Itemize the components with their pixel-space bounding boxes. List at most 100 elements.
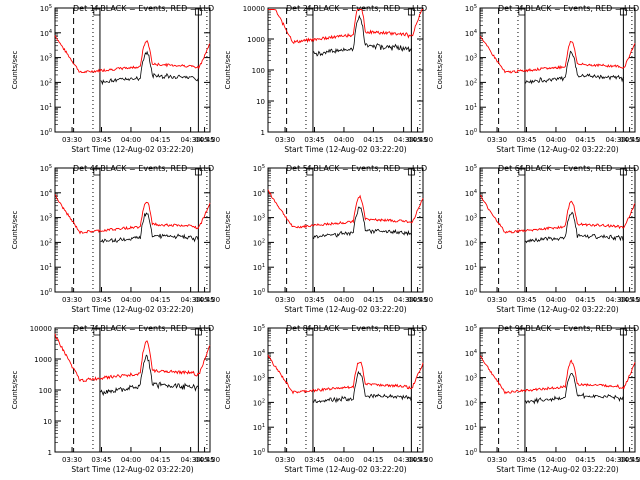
x-tick-label: 04:30 (181, 136, 201, 144)
x-tick-label: 05:00 (200, 456, 220, 464)
x-tick-label: 03:45 (516, 136, 536, 144)
x-tick-label: 04:30 (606, 456, 626, 464)
panel-title: Det 3f BLACK = Events, RED = LLD (498, 4, 639, 13)
interval-marker-box (407, 168, 415, 176)
x-tick-label: 04:00 (546, 456, 566, 464)
x-tick-label: 03:45 (516, 456, 536, 464)
x-tick-label: 04:45 (619, 456, 639, 464)
x-axis-label: Start Time (12-Aug-02 03:22:20) (284, 305, 406, 314)
y-axis-label: Counts/sec (224, 51, 232, 90)
x-tick-label: 03:45 (91, 136, 111, 144)
x-tick-label: 03:30 (487, 136, 507, 144)
panel-title: Det 9f BLACK = Events, RED = LLD (498, 324, 639, 333)
y-tick-label: 104 (465, 189, 477, 198)
y-tick-label: 1000 (34, 356, 52, 364)
x-tick-label: 04:00 (334, 136, 354, 144)
plot-frame (267, 7, 424, 133)
x-tick-label: 03:45 (304, 456, 324, 464)
x-tick-label: 04:15 (150, 296, 170, 304)
x-tick-label: 03:30 (275, 296, 295, 304)
y-tick-label: 100 (40, 288, 52, 297)
plot-frame (479, 7, 636, 133)
x-tick-label: 05:00 (625, 456, 640, 464)
series-lld (54, 35, 211, 74)
plot-frame (267, 327, 424, 453)
x-tick-label: 04:45 (194, 136, 214, 144)
panel-title: Det 5f BLACK = Events, RED = LLD (286, 164, 427, 173)
y-tick-label: 105 (40, 4, 52, 13)
x-tick-label: 04:30 (181, 456, 201, 464)
x-axis-label: Start Time (12-Aug-02 03:22:20) (496, 145, 618, 154)
x-tick-label: 03:30 (62, 296, 82, 304)
series-events (100, 50, 200, 86)
x-tick-label: 04:45 (407, 296, 427, 304)
x-axis-label: Start Time (12-Aug-02 03:22:20) (71, 305, 193, 314)
x-tick-label: 04:30 (394, 296, 414, 304)
y-axis-label: Counts/sec (436, 371, 444, 410)
plot-frame (54, 327, 211, 453)
x-tick-label: 03:30 (487, 296, 507, 304)
x-tick-label: 05:00 (200, 296, 220, 304)
x-tick-label: 04:00 (121, 456, 141, 464)
x-axis-label: Start Time (12-Aug-02 03:22:20) (71, 145, 193, 154)
x-tick-label: 04:15 (363, 296, 383, 304)
y-tick-label: 102 (465, 78, 477, 87)
y-tick-label: 103 (253, 374, 265, 383)
y-tick-label: 105 (40, 164, 52, 173)
series-events (100, 354, 200, 397)
x-tick-label: 04:30 (606, 136, 626, 144)
x-tick-label: 04:00 (121, 296, 141, 304)
y-tick-label: 100 (465, 288, 477, 297)
panel-det-6: Det 6f BLACK = Events, RED = LLD Counts/s… (436, 164, 640, 314)
x-tick-label: 04:00 (334, 456, 354, 464)
y-tick-label: 105 (253, 324, 265, 333)
panel-title: Det 8f BLACK = Events, RED = LLD (286, 324, 427, 333)
x-tick-label: 04:45 (619, 296, 639, 304)
y-tick-label: 105 (465, 4, 477, 13)
x-tick-label: 05:00 (200, 136, 220, 144)
series-lld (267, 354, 424, 395)
x-tick-label: 03:45 (91, 456, 111, 464)
y-tick-label: 104 (40, 29, 52, 38)
panel-det-9: Det 9f BLACK = Events, RED = LLD Counts/s… (436, 324, 640, 474)
y-tick-label: 104 (40, 189, 52, 198)
y-tick-label: 101 (465, 263, 477, 272)
y-tick-label: 10000 (30, 325, 52, 333)
interval-marker-box (518, 8, 526, 16)
x-tick-label: 03:45 (304, 136, 324, 144)
y-tick-label: 100 (39, 387, 52, 395)
x-tick-label: 05:00 (413, 456, 433, 464)
y-axis-label: Counts/sec (11, 211, 19, 250)
y-tick-label: 101 (253, 263, 265, 272)
y-tick-label: 101 (253, 423, 265, 432)
interval-marker-box (306, 168, 314, 176)
y-tick-label: 101 (40, 103, 52, 112)
interval-marker-box (93, 8, 101, 16)
y-tick-label: 1 (261, 129, 265, 137)
y-tick-label: 103 (465, 374, 477, 383)
panel-title: Det 2f BLACK = Events, RED = LLD (286, 4, 427, 13)
y-tick-label: 100 (252, 67, 265, 75)
x-tick-label: 04:45 (619, 136, 639, 144)
y-axis-label: Counts/sec (224, 371, 232, 410)
y-tick-label: 102 (465, 238, 477, 247)
series-lld (479, 195, 636, 234)
y-tick-label: 1 (48, 449, 52, 457)
interval-marker-box (619, 168, 627, 176)
series-events (313, 14, 413, 57)
x-tick-label: 03:45 (91, 296, 111, 304)
series-events (313, 206, 413, 240)
panel-det-4: Det 4f BLACK = Events, RED = LLD Counts/s… (11, 164, 220, 314)
series-lld (479, 355, 636, 395)
y-axis-label: Counts/sec (11, 51, 19, 90)
y-tick-label: 102 (253, 238, 265, 247)
x-tick-label: 04:15 (150, 456, 170, 464)
interval-marker-box (93, 328, 101, 336)
x-tick-label: 04:45 (194, 456, 214, 464)
y-tick-label: 103 (40, 54, 52, 63)
y-tick-label: 100 (465, 128, 477, 137)
y-tick-label: 105 (465, 324, 477, 333)
x-tick-label: 04:15 (575, 456, 595, 464)
interval-marker-box (619, 328, 627, 336)
